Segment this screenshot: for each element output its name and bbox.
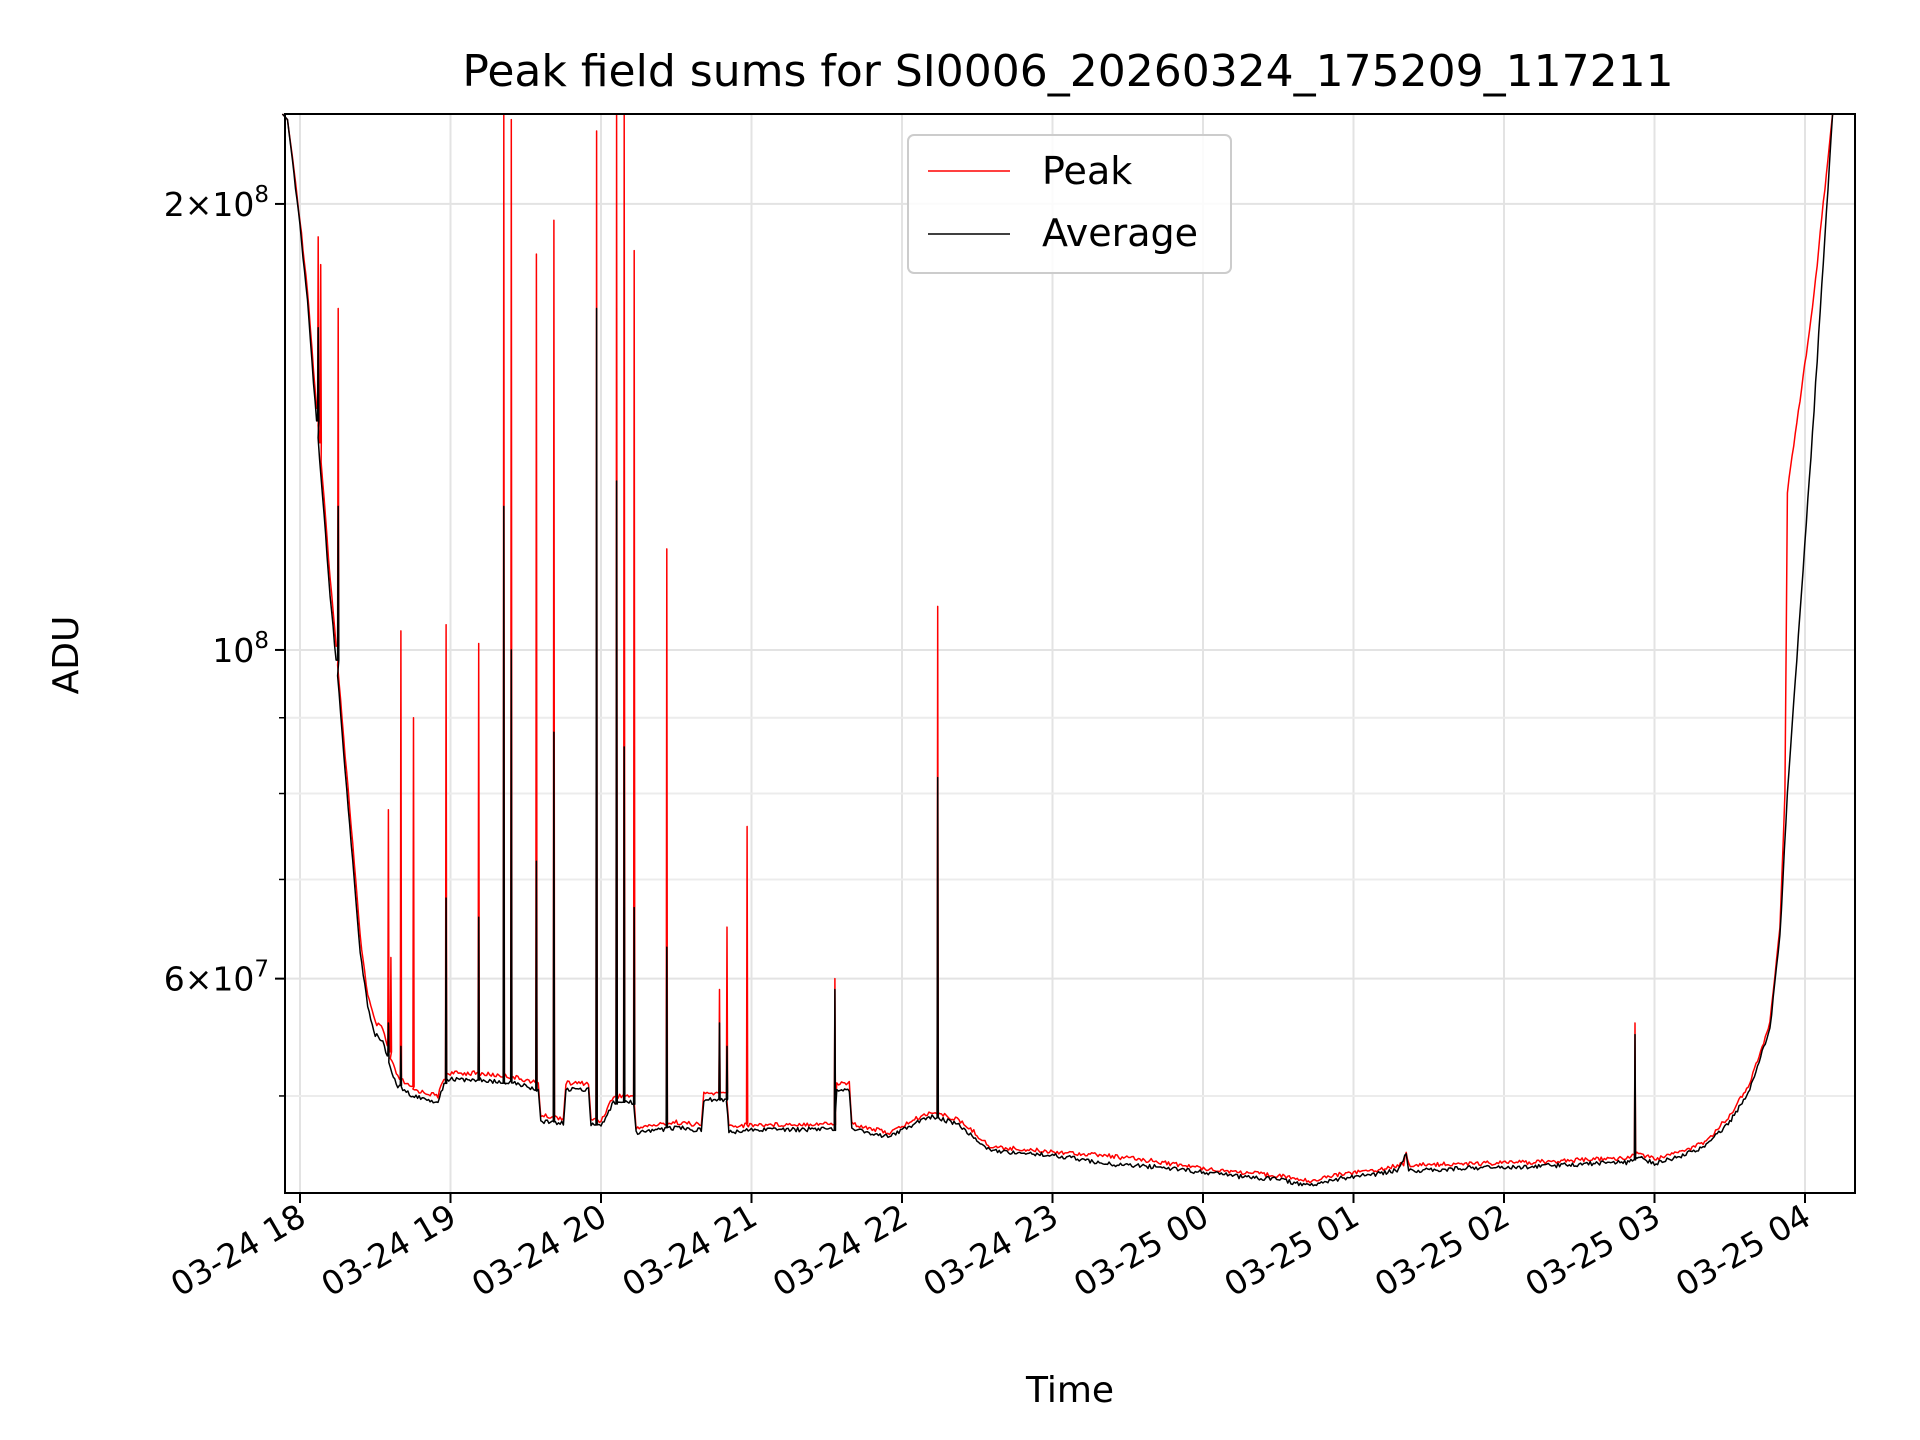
legend-box (907, 134, 1232, 274)
legend-label-peak: Peak (1042, 149, 1132, 193)
chart-title: Peak field sums for SI0006_20260324_1752… (462, 46, 1673, 97)
series-line-peak (281, 113, 1834, 1184)
grid (285, 114, 1855, 1193)
legend-label-average: Average (1042, 211, 1198, 255)
y-axis-label: ADU (46, 616, 87, 695)
y-tick-label: 108 (212, 628, 269, 670)
series-line-average (281, 113, 1834, 1187)
x-axis-label: Time (1025, 1370, 1114, 1411)
axes-frame (284, 113, 1856, 1194)
y-tick-label: 6×107 (164, 957, 269, 999)
legend: Peak Average (907, 134, 1232, 274)
y-tick-label: 2×108 (164, 182, 269, 224)
y-axis: 2×108 108 6×107 (164, 182, 285, 1097)
plot-area (281, 113, 1834, 1187)
